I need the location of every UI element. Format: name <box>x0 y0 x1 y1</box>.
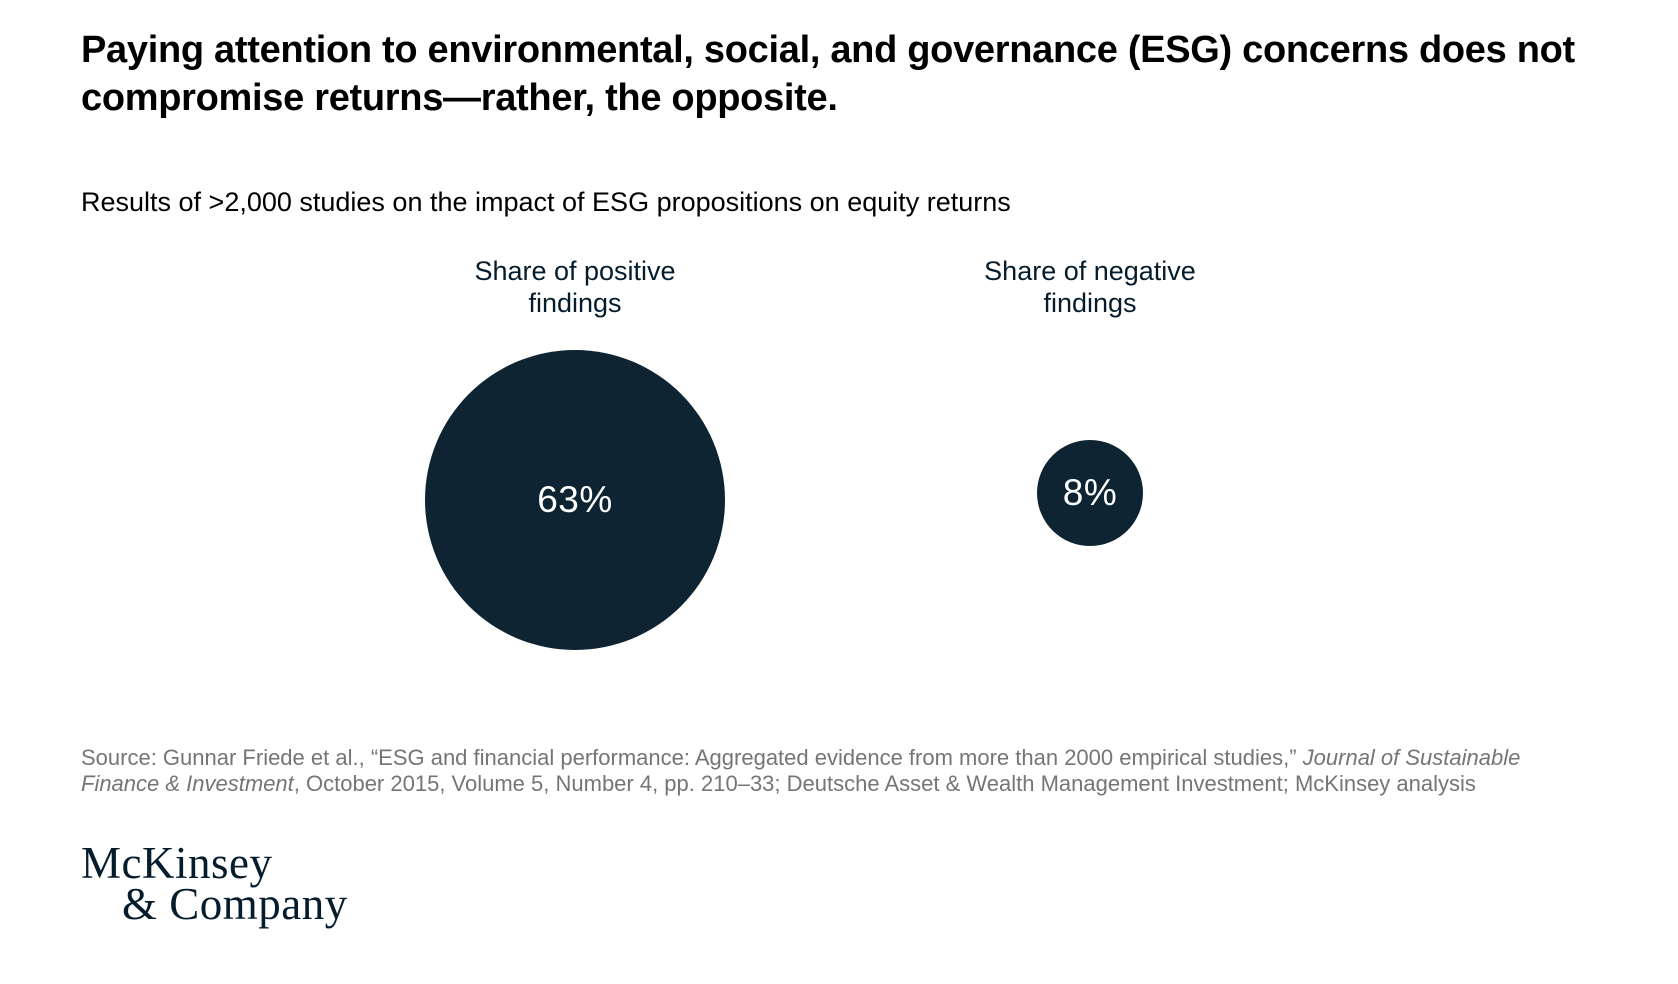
mckinsey-logo: McKinsey & Company <box>81 838 348 929</box>
source-note: Source: Gunnar Friede et al., “ESG and f… <box>81 745 1571 797</box>
positive-findings-label: Share of positive findings <box>474 256 676 318</box>
source-text-continued: , October 2015, Volume 5, Number 4, pp. … <box>293 771 1476 796</box>
negative-findings-bubble: 8% <box>1037 440 1143 546</box>
logo-line2: & Company <box>122 879 348 929</box>
logo-line1: McKinsey <box>81 838 273 888</box>
source-text: Source: Gunnar Friede et al., “ESG and f… <box>81 745 1303 770</box>
positive-findings-value: 63% <box>537 479 613 520</box>
positive-findings-bubble: 63% <box>425 350 725 650</box>
chart-subtitle: Results of >2,000 studies on the impact … <box>81 187 1011 217</box>
negative-findings-value: 8% <box>1062 472 1118 513</box>
source-journal-italic: Journal of Sustainable Finance & Investm… <box>81 745 1521 796</box>
page-title: Paying attention to environmental, socia… <box>81 29 1575 119</box>
negative-findings-label: Share of negative findings <box>984 256 1196 318</box>
